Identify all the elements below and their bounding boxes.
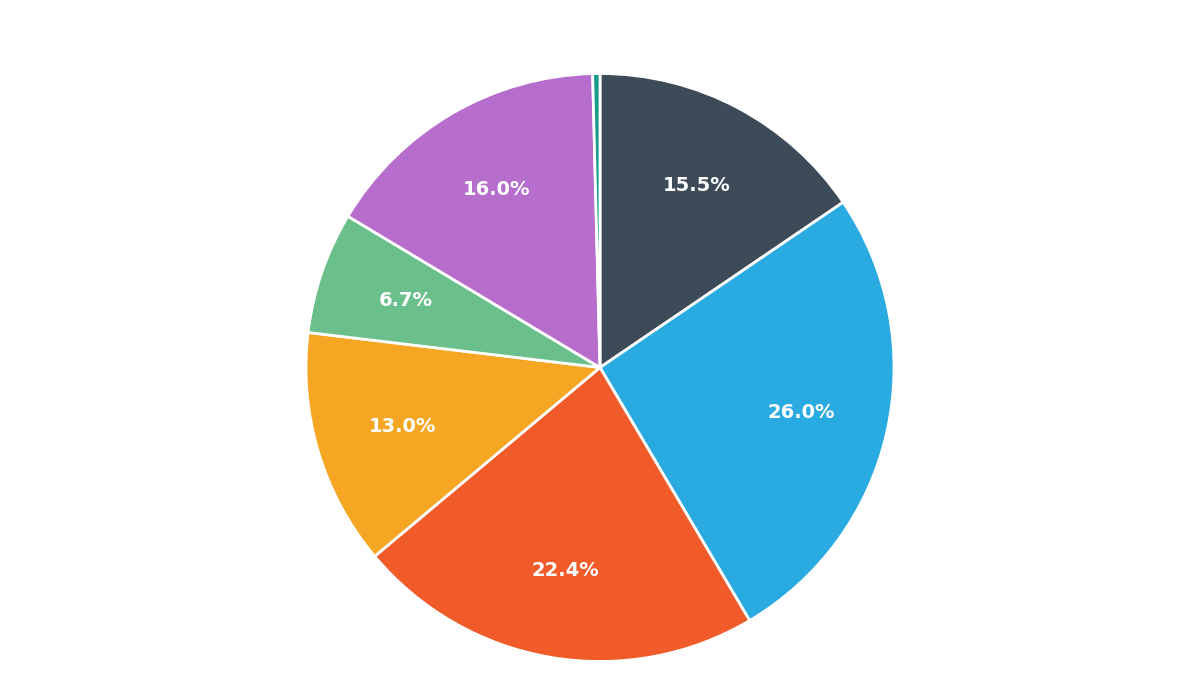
Wedge shape — [348, 74, 600, 368]
Text: 16.0%: 16.0% — [463, 180, 530, 200]
Wedge shape — [600, 202, 894, 621]
Text: 22.4%: 22.4% — [532, 561, 599, 580]
Wedge shape — [600, 74, 844, 368]
Text: 6.7%: 6.7% — [378, 291, 432, 310]
Text: 13.0%: 13.0% — [370, 416, 437, 435]
Wedge shape — [306, 332, 600, 556]
Text: 26.0%: 26.0% — [767, 403, 834, 422]
Wedge shape — [593, 74, 600, 368]
Wedge shape — [308, 216, 600, 368]
Wedge shape — [374, 368, 750, 662]
Text: 15.5%: 15.5% — [662, 176, 730, 195]
